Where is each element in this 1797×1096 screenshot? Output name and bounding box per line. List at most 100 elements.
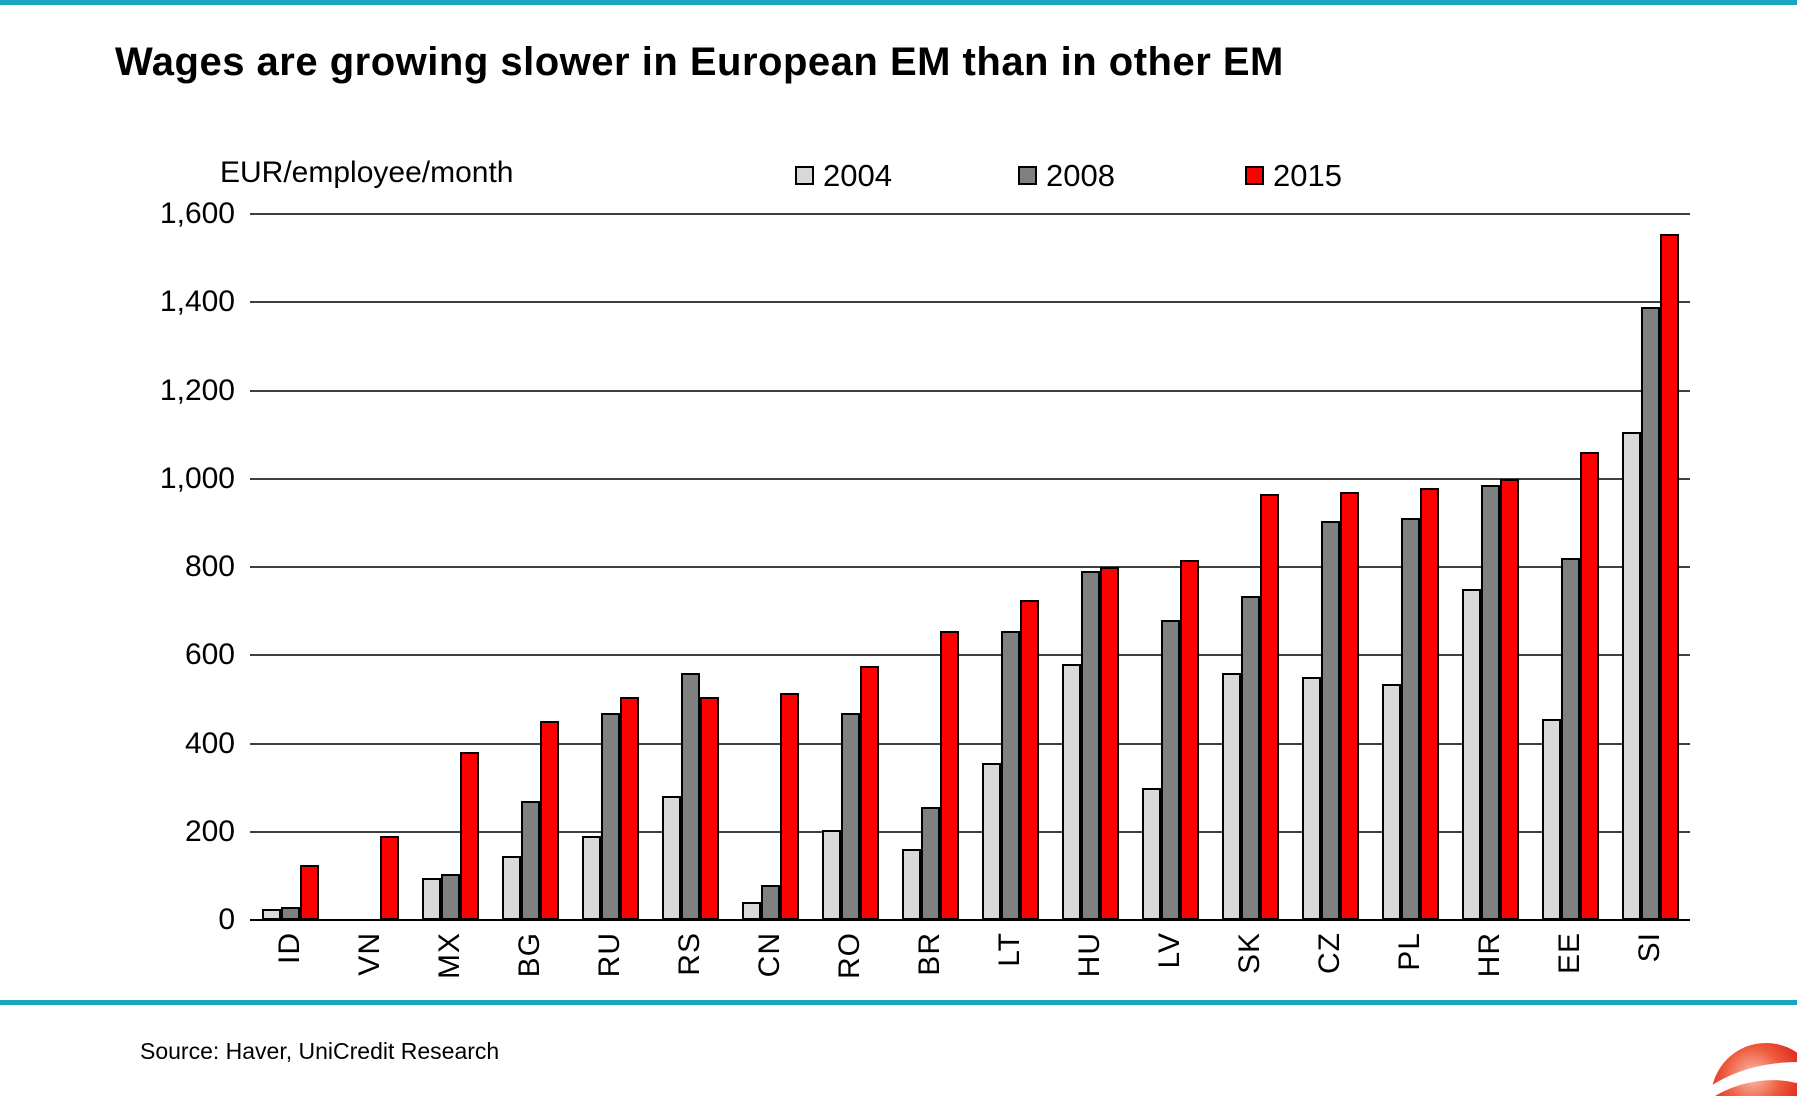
x-axis-label-text: RU: [593, 932, 626, 978]
y-axis-tick-label: 200: [184, 814, 235, 848]
x-axis-label-BR: BR: [890, 932, 970, 1022]
bar-2008-LT: [1000, 631, 1020, 920]
bar-2008-SK: [1240, 596, 1260, 920]
legend-label-2004: 2004: [823, 158, 892, 193]
bar-2015-VN: [379, 836, 399, 920]
bar-2015-PL: [1419, 488, 1439, 920]
x-axis-label-CN: CN: [730, 932, 810, 1022]
bar-2008-MX: [440, 874, 460, 920]
gridline-1600: [250, 213, 1690, 215]
x-axis-label-text: HR: [1473, 932, 1506, 978]
y-axis-tick-label: 1,200: [159, 373, 235, 407]
bar-2004-EE: [1541, 719, 1561, 920]
bar-2008-HR: [1480, 485, 1500, 920]
y-axis-tick-label: 800: [184, 550, 235, 583]
bar-2008-CZ: [1320, 521, 1340, 920]
bar-2008-CN: [760, 885, 780, 920]
bar-2015-RU: [619, 697, 639, 920]
x-axis-label-text: SK: [1233, 932, 1266, 975]
bar-2008-BR: [920, 807, 940, 920]
bar-2008-RO: [840, 713, 860, 920]
bar-2008-BG: [520, 801, 540, 920]
bar-2015-BG: [539, 721, 559, 920]
bar-2004-CN: [741, 902, 761, 920]
y-axis-tick-label: 1,600: [159, 197, 235, 230]
x-axis-baseline: [250, 919, 1690, 921]
bar-2004-RO: [821, 830, 841, 920]
gridline-600: [250, 654, 1690, 657]
gridline-1400: [250, 301, 1690, 304]
bar-2008-SI: [1640, 307, 1660, 920]
bar-2004-RS: [661, 796, 681, 920]
bar-2004-LV: [1141, 788, 1161, 920]
x-axis-label-text: MX: [433, 932, 466, 979]
bar-2004-PL: [1381, 684, 1401, 920]
bar-2008-LV: [1160, 620, 1180, 920]
bar-2015-BR: [939, 631, 959, 920]
x-axis-label-RS: RS: [650, 932, 730, 1022]
x-axis-label-text: RS: [673, 932, 706, 976]
y-axis-tick-label: 1,000: [159, 461, 235, 495]
x-axis-label-RO: RO: [810, 932, 890, 1022]
y-axis-tick-label: 400: [184, 726, 235, 760]
bar-2015-CZ: [1339, 492, 1359, 920]
gridline-1000: [250, 477, 1690, 480]
bar-2004-SI: [1621, 432, 1641, 920]
bar-2008-HU: [1080, 571, 1100, 920]
x-axis-label-HU: HU: [1050, 932, 1130, 1022]
x-axis-label-text: VN: [353, 932, 386, 976]
x-axis-label-text: EE: [1553, 932, 1586, 975]
bar-2008-RS: [680, 673, 700, 920]
bar-2015-SK: [1259, 494, 1279, 920]
bar-2015-ID: [299, 865, 319, 920]
x-axis-label-text: HU: [1073, 932, 1106, 978]
x-axis-label-text: PL: [1393, 932, 1426, 971]
legend-label-2008: 2008: [1046, 158, 1115, 193]
bar-2015-HR: [1499, 479, 1519, 920]
x-axis-label-HR: HR: [1450, 932, 1530, 1022]
bar-2015-RO: [859, 666, 879, 920]
x-axis-label-text: BR: [913, 932, 946, 976]
x-axis-label-text: CN: [753, 932, 786, 978]
bar-2015-CN: [779, 693, 799, 920]
x-axis-label-RU: RU: [570, 932, 650, 1022]
x-axis-label-text: LV: [1153, 932, 1186, 969]
x-axis-label-text: BG: [513, 932, 546, 978]
legend-item-2004: 2004: [795, 160, 892, 191]
legend-item-2015: 2015: [1245, 160, 1342, 191]
x-axis-label-LT: LT: [970, 932, 1050, 1022]
x-axis-label-text: RO: [833, 932, 866, 979]
bar-2004-CZ: [1301, 677, 1321, 920]
bar-2008-EE: [1560, 558, 1580, 920]
gridline-1200: [250, 389, 1690, 392]
gridline-200: [250, 830, 1690, 833]
bar-2015-LT: [1019, 600, 1039, 920]
bar-2004-RU: [581, 836, 601, 920]
legend-swatch-2008: [1018, 166, 1037, 185]
bar-2015-RS: [699, 697, 719, 920]
bar-2004-BG: [501, 856, 521, 920]
bar-2015-LV: [1179, 560, 1199, 920]
bar-2004-HR: [1461, 589, 1481, 920]
legend-swatch-2004: [795, 166, 814, 185]
bar-2008-RU: [600, 713, 620, 920]
x-axis-label-SK: SK: [1210, 932, 1290, 1022]
legend-item-2008: 2008: [1018, 160, 1115, 191]
bar-2015-MX: [459, 752, 479, 920]
x-axis-label-LV: LV: [1130, 932, 1210, 1022]
chart-title: Wages are growing slower in European EM …: [115, 40, 1284, 84]
y-axis-tick-label: 1,400: [159, 285, 235, 319]
bottom-accent-bar: [0, 1000, 1797, 1005]
x-axis-label-text: LT: [993, 932, 1026, 967]
x-axis-label-EE: EE: [1530, 932, 1610, 1022]
bar-2004-SK: [1221, 673, 1241, 920]
bar-2015-EE: [1579, 452, 1599, 920]
gridline-400: [250, 742, 1690, 745]
bar-2004-MX: [421, 878, 441, 920]
x-axis-label-MX: MX: [410, 932, 490, 1022]
source-text: Source: Haver, UniCredit Research: [140, 1038, 500, 1064]
legend-swatch-2015: [1245, 166, 1264, 185]
bar-2015-HU: [1099, 567, 1119, 920]
x-axis-label-ID: ID: [250, 932, 330, 1022]
bar-2004-BR: [901, 849, 921, 920]
